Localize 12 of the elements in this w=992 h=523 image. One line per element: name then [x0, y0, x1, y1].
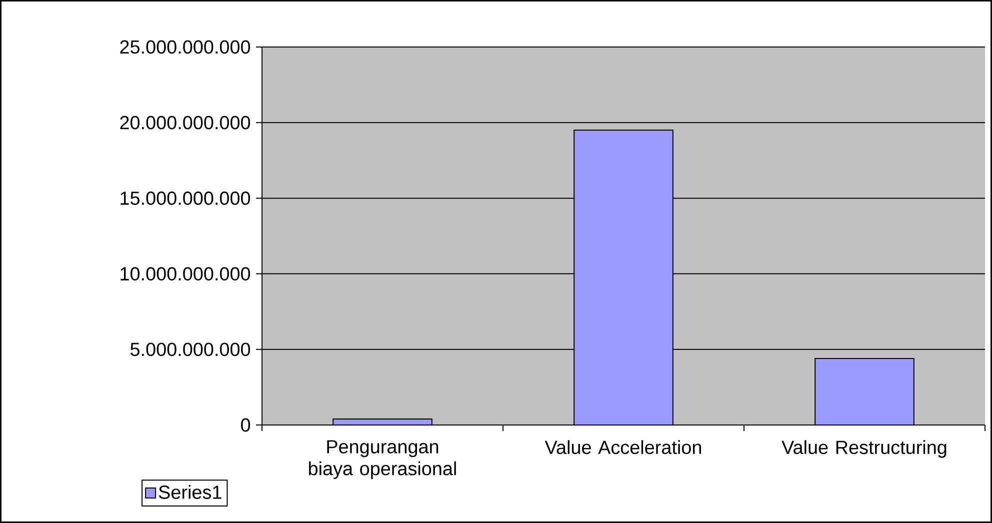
y-tick-label: 25.000.000.000: [120, 40, 250, 54]
y-tick-label: 10.000.000.000: [120, 267, 250, 281]
y-tick-label: 5.000.000.000: [130, 342, 250, 356]
y-tick-label: 15.000.000.000: [120, 191, 250, 205]
bar: [574, 130, 674, 425]
bar: [814, 358, 914, 425]
x-tick-label: Value Restructuring: [782, 440, 946, 458]
legend-label: Series1: [158, 485, 222, 499]
y-tick-label: 20.000.000.000: [120, 116, 250, 130]
y-tick-label: 0: [241, 418, 250, 432]
x-tick-label: Value Acceleration: [544, 440, 701, 454]
x-tick-label: Pengurangan biaya operasional: [309, 440, 456, 480]
